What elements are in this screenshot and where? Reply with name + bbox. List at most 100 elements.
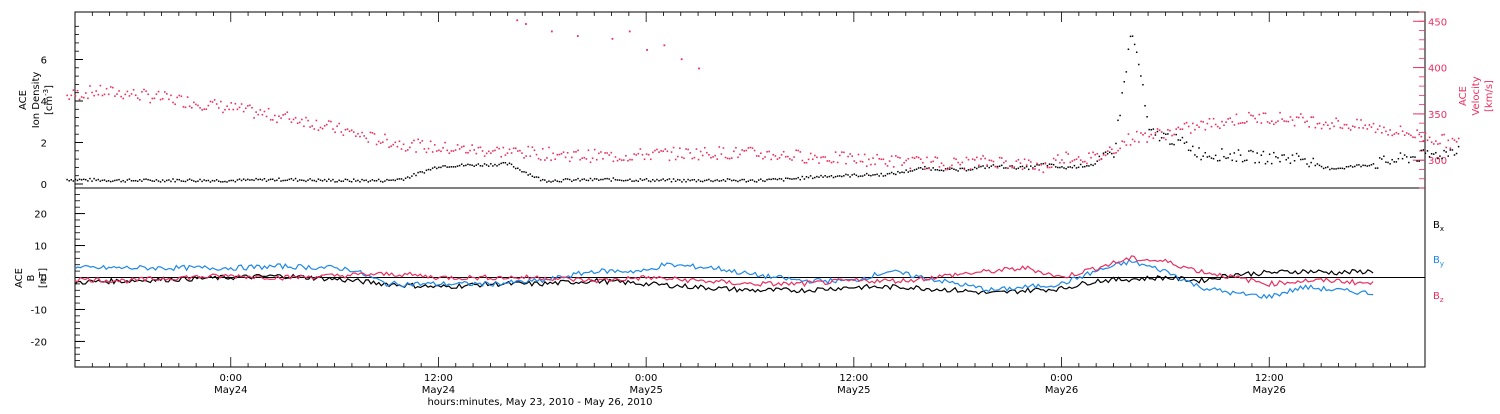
density-point (1273, 151, 1275, 154)
velocity-point (797, 149, 800, 152)
velocity-point (1306, 120, 1308, 123)
density-point (506, 163, 509, 166)
x-tick-label-time: 0:00 (635, 373, 657, 384)
x-tick-label-time: 12:00 (839, 373, 868, 384)
density-point (863, 174, 866, 176)
density-point (816, 175, 818, 178)
velocity-point (556, 153, 559, 156)
velocity-point (1198, 126, 1200, 128)
legend-bx-name: B (1433, 220, 1440, 231)
velocity-point (811, 158, 814, 161)
velocity-point (614, 156, 617, 158)
velocity-point (681, 156, 683, 159)
velocity-point (1000, 157, 1003, 159)
density-point (419, 171, 421, 173)
density-point (82, 178, 85, 181)
density-point (508, 162, 511, 164)
density-point (668, 178, 671, 180)
density-point (460, 163, 463, 165)
velocity-point (1445, 146, 1448, 149)
velocity-point (413, 139, 415, 142)
velocity-point (242, 110, 245, 113)
velocity-point (1331, 122, 1333, 124)
density-point (1397, 157, 1400, 160)
density-point (398, 178, 401, 180)
legend-by: By (1433, 255, 1444, 268)
density-point (1054, 166, 1057, 168)
density-point (639, 178, 642, 180)
velocity-point (1067, 153, 1070, 155)
velocity-point (575, 151, 577, 153)
density-point (93, 177, 95, 180)
velocity-point (539, 158, 542, 161)
velocity-point (863, 153, 866, 156)
velocity-point (699, 150, 702, 153)
velocity-point (957, 161, 959, 164)
density-point (1025, 165, 1028, 168)
velocity-point (664, 148, 667, 150)
velocity-point (149, 101, 152, 104)
density-point (716, 179, 718, 181)
density-point (606, 177, 608, 180)
density-point (811, 177, 814, 180)
density-point (139, 178, 141, 181)
velocity-point (514, 147, 517, 150)
density-point (141, 180, 143, 182)
velocity-point (1364, 124, 1367, 127)
density-point (857, 175, 860, 178)
velocity-point (685, 148, 687, 150)
velocity-point (415, 151, 417, 153)
density-point (679, 179, 681, 181)
velocity-point (608, 154, 611, 156)
velocity-point (1005, 160, 1007, 162)
velocity-point (791, 159, 793, 161)
velocity-point (290, 121, 293, 124)
density-point (654, 180, 656, 182)
density-point (608, 178, 610, 180)
density-point (66, 178, 68, 181)
density-point (220, 181, 222, 183)
velocity-point (714, 154, 716, 157)
density-point (392, 179, 394, 181)
density-point (1327, 166, 1329, 168)
velocity-point (990, 159, 993, 162)
density-point (612, 177, 615, 179)
density-point (710, 180, 712, 182)
density-point (577, 177, 579, 180)
density-point (581, 178, 583, 181)
density-point (1441, 157, 1443, 160)
density-point (755, 181, 758, 183)
velocity-point (155, 93, 158, 95)
velocity-point (697, 158, 700, 161)
velocity-point (232, 108, 235, 111)
density-point (500, 162, 502, 165)
top-left-tick-label: 4 (41, 97, 47, 108)
density-point (978, 166, 980, 168)
velocity-point (1252, 115, 1254, 117)
legend-bz-name: B (1433, 291, 1440, 302)
density-point (1084, 165, 1086, 168)
density-point (1158, 139, 1161, 142)
velocity-point (1108, 146, 1111, 149)
velocity-point (479, 146, 482, 149)
density-point (1349, 165, 1352, 167)
density-point (301, 179, 303, 181)
density-point (664, 179, 666, 182)
density-point (998, 165, 1001, 167)
velocity-point (924, 168, 926, 170)
x-tick-label-time: 0:00 (220, 373, 242, 384)
density-point (242, 178, 245, 180)
velocity-point (120, 95, 122, 98)
density-point (610, 180, 612, 182)
velocity-point (477, 146, 480, 149)
density-point (479, 165, 482, 167)
density-point (880, 172, 882, 175)
velocity-point (1038, 169, 1040, 171)
velocity-point (722, 147, 725, 149)
velocity-point (234, 102, 237, 105)
velocity-point (789, 158, 791, 160)
velocity-point (1123, 141, 1126, 143)
velocity-point (1142, 133, 1144, 136)
density-point (1115, 142, 1117, 145)
velocity-point (895, 155, 897, 157)
